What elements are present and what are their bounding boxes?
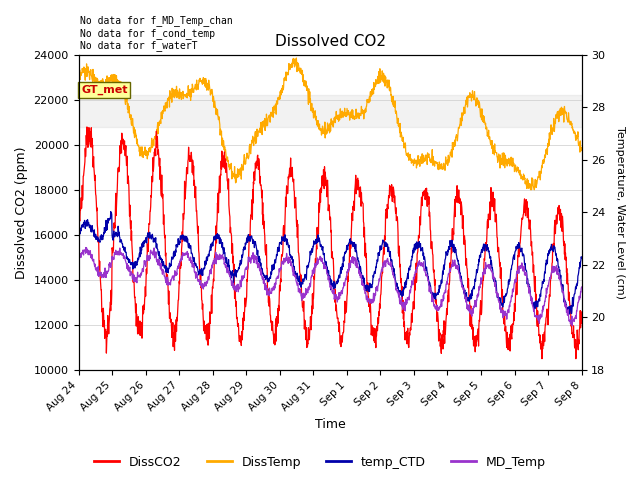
Y-axis label: Temperature, Water Level (cm): Temperature, Water Level (cm)	[615, 126, 625, 299]
Title: Dissolved CO2: Dissolved CO2	[275, 34, 385, 49]
Bar	[79, 95, 582, 127]
Legend: DissCO2, DissTemp, temp_CTD, MD_Temp: DissCO2, DissTemp, temp_CTD, MD_Temp	[89, 451, 551, 474]
Text: GT_met: GT_met	[81, 84, 127, 95]
Y-axis label: Dissolved CO2 (ppm): Dissolved CO2 (ppm)	[15, 146, 28, 278]
X-axis label: Time: Time	[315, 419, 346, 432]
Text: No data for f_MD_Temp_chan
No data for f_cond_temp
No data for f_waterT: No data for f_MD_Temp_chan No data for f…	[79, 15, 232, 51]
